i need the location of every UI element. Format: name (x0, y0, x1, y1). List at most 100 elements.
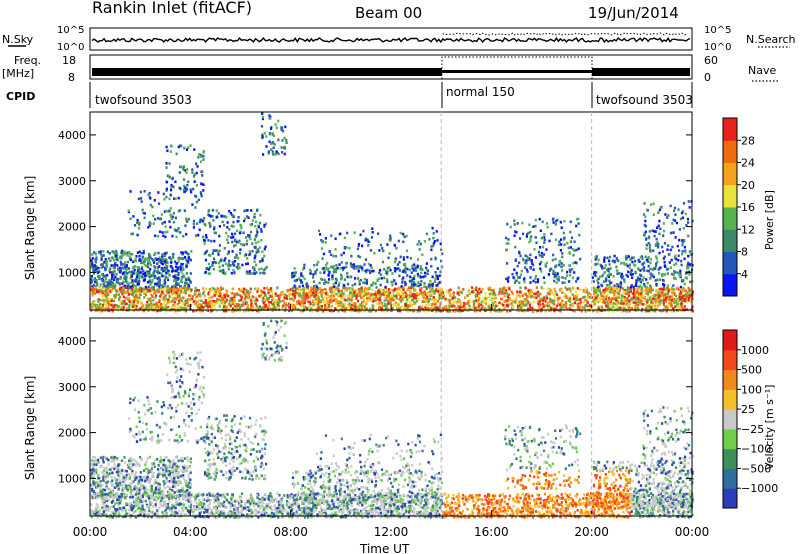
heatmap-cell (529, 301, 533, 305)
heatmap-cell (118, 270, 121, 274)
heatmap-cell (680, 305, 683, 309)
heatmap-cell (94, 252, 97, 256)
heatmap-cell (224, 271, 227, 275)
heatmap-cell (256, 299, 259, 302)
heatmap-cell (349, 295, 352, 298)
heatmap-cell (428, 238, 431, 241)
heatmap-cell (541, 296, 544, 299)
heatmap-cell (655, 257, 658, 260)
heatmap-cell (255, 296, 258, 300)
heatmap-cell (95, 258, 98, 261)
heatmap-cell (158, 256, 161, 259)
heatmap-cell (115, 277, 118, 281)
heatmap-cell (501, 292, 504, 295)
heatmap-cell (438, 287, 441, 291)
heatmap-cell (525, 297, 528, 301)
heatmap-cell (168, 256, 171, 259)
heatmap-cell (524, 299, 527, 302)
heatmap-cell (112, 266, 115, 270)
heatmap-cell (546, 225, 549, 229)
heatmap-cell (493, 291, 496, 295)
nsearch-trace (442, 32, 689, 36)
heatmap-cell (264, 305, 267, 309)
heatmap-cell (114, 275, 117, 279)
heatmap-cell (182, 268, 185, 271)
heatmap-cell (184, 278, 187, 282)
heatmap-cell (172, 309, 175, 313)
heatmap-cell (177, 209, 180, 213)
heatmap-cell (478, 296, 481, 300)
heatmap-cell (184, 250, 187, 254)
heatmap-cell (578, 302, 581, 305)
heatmap-cell (386, 294, 389, 298)
heatmap-cell (163, 269, 166, 273)
heatmap-cell (233, 304, 236, 307)
heatmap-cell (323, 300, 327, 303)
heatmap-cell (185, 188, 188, 192)
heatmap-cell (260, 125, 264, 128)
heatmap-cell (444, 297, 447, 301)
heatmap-cell (533, 296, 536, 299)
heatmap-cell (608, 283, 611, 287)
heatmap-cell (104, 288, 107, 292)
heatmap-cell (560, 243, 563, 246)
heatmap-cell (106, 280, 109, 284)
heatmap-cell (97, 266, 100, 270)
heatmap-cell (359, 305, 362, 309)
heatmap-cell (120, 302, 124, 305)
heatmap-cell (91, 303, 94, 306)
heatmap-cell (256, 309, 259, 313)
heatmap-cell (285, 297, 289, 300)
heatmap-cell (115, 290, 118, 293)
heatmap-cell (444, 304, 447, 308)
heatmap-cell (166, 149, 169, 153)
heatmap-cell (231, 250, 234, 253)
heatmap-cell (367, 240, 370, 244)
heatmap-cell (460, 291, 463, 294)
heatmap-cell (374, 290, 377, 294)
heatmap-cell (648, 305, 651, 309)
heatmap-cell (357, 265, 360, 268)
heatmap-cell (99, 250, 102, 253)
heatmap-cell (315, 300, 318, 304)
heatmap-cell (100, 273, 103, 276)
heatmap-cell (198, 292, 201, 296)
heatmap-cell (219, 292, 222, 295)
heatmap-cell (124, 284, 127, 288)
heatmap-cell (188, 287, 191, 291)
heatmap-cell (168, 220, 171, 223)
heatmap-cell (479, 290, 482, 294)
heatmap-cell (330, 293, 333, 297)
heatmap-cell (344, 298, 347, 302)
heatmap-cell (103, 261, 106, 264)
heatmap-cell (210, 303, 213, 306)
heatmap-cell (458, 289, 461, 292)
heatmap-cell (351, 308, 354, 311)
heatmap-cell (518, 261, 521, 265)
heatmap-cell (198, 220, 201, 224)
heatmap-cell (143, 306, 146, 310)
heatmap-cell (158, 278, 162, 282)
heatmap-cell (379, 268, 382, 272)
heatmap-cell (175, 262, 178, 265)
heatmap-cell (553, 271, 556, 275)
heatmap-cell (453, 304, 456, 308)
heatmap-cell (108, 279, 111, 282)
heatmap-cell (387, 290, 390, 293)
heatmap-cell (169, 150, 172, 153)
heatmap-cell (122, 252, 125, 255)
heatmap-cell (597, 307, 600, 311)
heatmap-cell (337, 291, 340, 294)
heatmap-cell (334, 287, 337, 291)
heatmap-cell (174, 285, 177, 289)
heatmap-cell (330, 288, 333, 292)
heatmap-cell (554, 238, 558, 241)
heatmap-cell (225, 291, 228, 295)
heatmap-cell (607, 306, 610, 310)
heatmap-cell (431, 275, 434, 279)
heatmap-cell (324, 241, 327, 244)
heatmap-cell (144, 293, 148, 297)
heatmap-cell (168, 300, 171, 304)
heatmap-cell (110, 264, 113, 267)
heatmap-cell (137, 282, 141, 286)
